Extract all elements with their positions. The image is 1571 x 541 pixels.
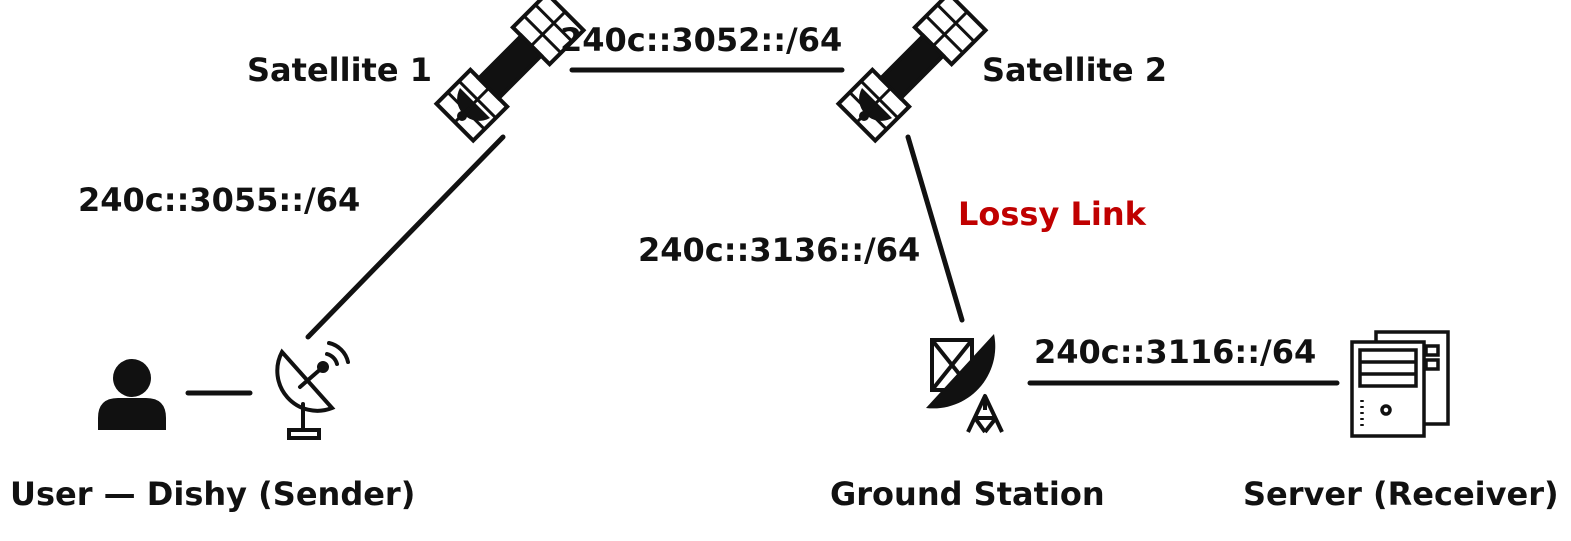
link-dishy-sat1 — [305, 134, 506, 340]
dish-antenna-icon — [275, 341, 350, 440]
user-dishy-label: User — Dishy (Sender) — [10, 475, 416, 513]
satellite-dish-icon — [457, 88, 490, 121]
satellite-dish-icon — [859, 88, 892, 121]
link-label-dishy-sat1: 240c::3055::/64 — [78, 181, 361, 219]
ground-station-icon — [926, 334, 1004, 434]
lossy-link-label: Lossy Link — [958, 195, 1146, 233]
server-label: Server (Receiver) — [1243, 475, 1559, 513]
satellite-icon — [835, 0, 989, 144]
link-label-sat2-ground: 240c::3136::/64 — [638, 231, 921, 269]
ground-station-label: Ground Station — [830, 475, 1105, 513]
link-sat2-ground — [905, 134, 965, 323]
user-icon — [98, 359, 166, 430]
link-label-ground-server: 240c::3116::/64 — [1034, 333, 1317, 371]
server-icon — [1350, 330, 1450, 438]
satellite-1-label: Satellite 1 — [247, 51, 432, 89]
link-label-sat1-sat2: 240c::3052::/64 — [560, 21, 843, 59]
satellite-2-label: Satellite 2 — [982, 51, 1167, 89]
